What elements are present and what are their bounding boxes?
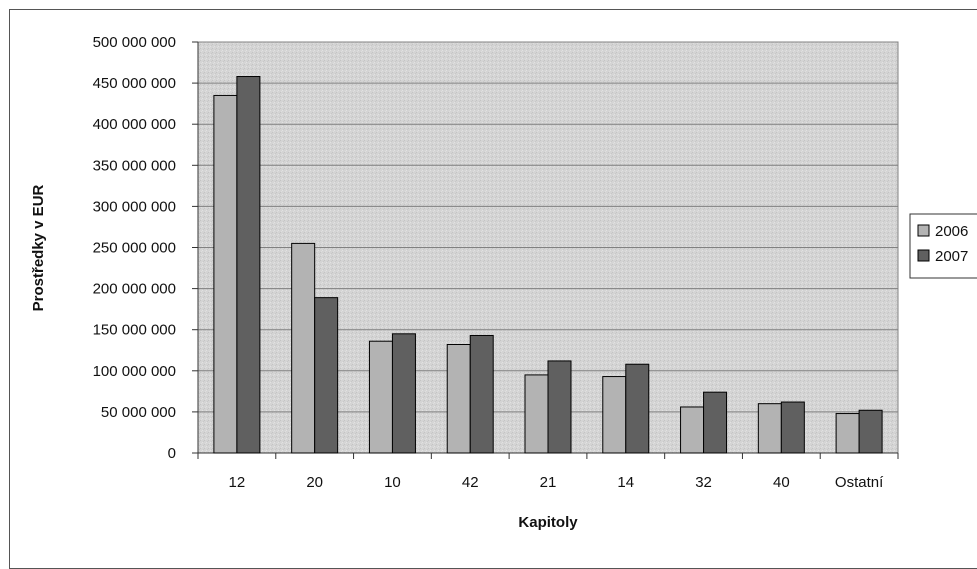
bar-2007-14 — [625, 363, 650, 454]
legend: 2006 2007 — [909, 213, 977, 279]
x-tick-label: 21 — [540, 474, 557, 491]
x-tick-label: 12 — [229, 474, 246, 491]
x-tick-label: 42 — [462, 474, 479, 491]
y-tick-label: 450 000 000 — [93, 75, 176, 92]
x-tick-labels: 12 20 10 42 21 14 32 40 Ostatní — [229, 474, 885, 491]
bar-2007-32 — [703, 391, 728, 454]
x-tick-label: 32 — [695, 474, 712, 491]
y-tick-label: 50 000 000 — [101, 404, 176, 421]
y-tick-label: 500 000 000 — [93, 34, 176, 51]
bar-2006-42 — [446, 343, 471, 454]
bar-2007-40 — [780, 401, 805, 454]
y-axis-title: Prostředky v EUR — [30, 184, 47, 311]
legend-label-2007: 2007 — [935, 248, 968, 265]
bar-2007-42 — [469, 334, 494, 454]
bars — [213, 76, 883, 454]
x-tick-label: 14 — [617, 474, 634, 491]
x-axis-title: Kapitoly — [518, 514, 578, 531]
bar-2007-Ostatní — [858, 409, 883, 454]
bar-2006-21 — [524, 374, 549, 454]
bar-2007-21 — [547, 360, 572, 454]
y-tick-label: 350 000 000 — [93, 157, 176, 174]
bar-chart: 0 50 000 000 100 000 000 150 000 000 200 000… — [30, 34, 977, 531]
x-tick-label: Ostatní — [835, 474, 884, 491]
bar-2007-20 — [314, 297, 339, 454]
bar-2006-12 — [213, 94, 238, 454]
bar-2006-40 — [757, 403, 782, 454]
y-tick-label: 100 000 000 — [93, 363, 176, 380]
legend-swatch-2006 — [917, 224, 930, 237]
x-tick-label: 10 — [384, 474, 401, 491]
bar-2006-Ostatní — [835, 413, 860, 454]
y-tick-label: 250 000 000 — [93, 240, 176, 257]
bar-2006-10 — [368, 340, 393, 454]
bar-2007-10 — [391, 333, 416, 454]
y-tick-label: 0 — [168, 445, 176, 462]
y-tick-label: 300 000 000 — [93, 198, 176, 215]
y-tick-label: 400 000 000 — [93, 116, 176, 133]
bar-2006-20 — [291, 242, 316, 454]
x-tick-label: 40 — [773, 474, 790, 491]
legend-swatch-2007 — [917, 249, 930, 262]
legend-label-2006: 2006 — [935, 223, 968, 240]
bar-2006-14 — [602, 376, 627, 454]
x-tick-label: 20 — [306, 474, 323, 491]
y-tick-label: 200 000 000 — [93, 281, 176, 298]
bar-2006-32 — [680, 406, 705, 454]
y-tick-labels: 0 50 000 000 100 000 000 150 000 000 200 000… — [93, 34, 176, 462]
bar-2007-12 — [236, 76, 261, 454]
y-tick-label: 150 000 000 — [93, 322, 176, 339]
